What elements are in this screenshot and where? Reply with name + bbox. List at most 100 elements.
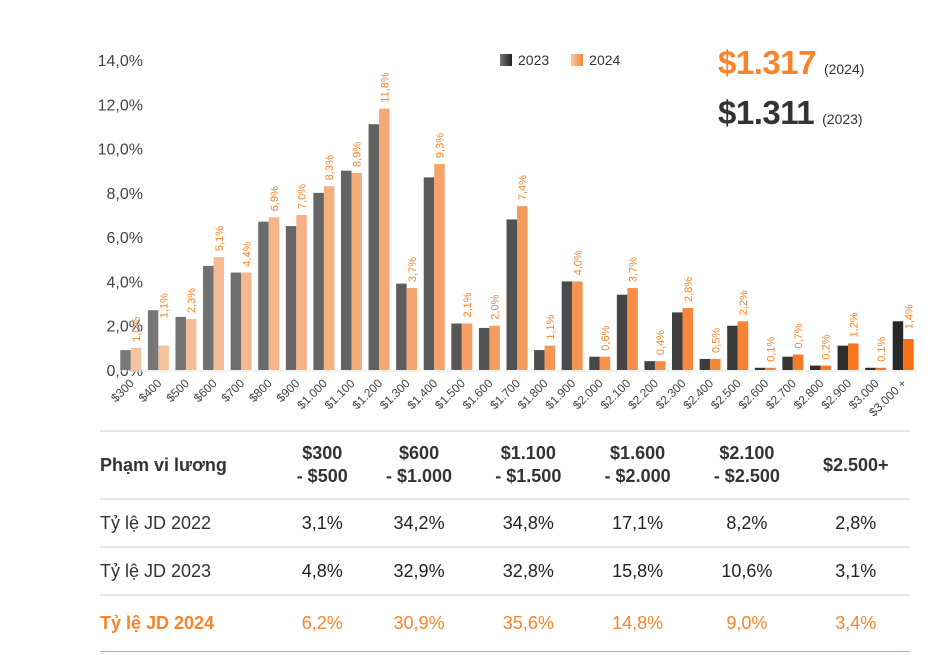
y-tick-label: 12,0% <box>98 97 143 114</box>
table-cell: 6,2% <box>301 612 343 633</box>
bar-2023 <box>534 350 545 370</box>
bar-2024 <box>654 361 666 370</box>
data-label-2024: 1,2% <box>848 312 860 337</box>
bar-2023 <box>147 310 159 370</box>
bar-2024 <box>213 257 225 370</box>
x-tick-label: $300 <box>108 376 137 405</box>
row-label: Tỷ lệ JD 2024 <box>100 612 215 633</box>
bar-2024 <box>848 343 859 370</box>
table-cell: 35,6% <box>502 612 554 633</box>
bar-2024 <box>682 308 694 370</box>
bar-2024 <box>323 186 335 370</box>
header-range: $1.100 - $1.500 <box>474 431 583 499</box>
data-label-2024: 0,6% <box>600 325 612 350</box>
data-label-2024: 1,0% <box>131 317 143 342</box>
bar-2023 <box>809 365 821 370</box>
bar-2024 <box>737 321 749 370</box>
bar-2023 <box>727 325 738 370</box>
x-axis: $300$400$500$600$700$800$900$1.000$1.100… <box>108 376 909 419</box>
kpi-average-2024: $1.317 (2024) <box>718 44 864 82</box>
table-cell: 15,8% <box>612 560 664 581</box>
bar-2023 <box>865 367 876 370</box>
data-label-2024: 3,7% <box>407 257 419 282</box>
bar-2024 <box>241 272 252 370</box>
bar-2024 <box>903 339 914 370</box>
x-tick-label: $2.600 <box>736 376 772 412</box>
data-label-2024: 1,1% <box>545 314 557 339</box>
y-tick-label: 10,0% <box>98 142 143 159</box>
bar-2023 <box>368 124 380 370</box>
bar-2024 <box>544 345 556 370</box>
data-label-2024: 1,1% <box>159 293 171 318</box>
bar-2024 <box>765 367 776 370</box>
header-line: $600 <box>399 443 440 463</box>
x-tick-label: $800 <box>246 376 275 405</box>
bar-2024 <box>710 358 721 370</box>
x-tick-label: $2.000 <box>570 376 606 412</box>
header-line: $2.100 <box>719 443 775 463</box>
bar-2024 <box>792 354 804 370</box>
bar-2023 <box>478 327 490 370</box>
y-tick-label: 4,0% <box>107 274 143 291</box>
header-range: $2.500+ <box>801 431 910 499</box>
header-line: $300 <box>302 443 343 463</box>
x-tick-label: $600 <box>191 376 220 405</box>
data-label-2024: 0,5% <box>710 328 722 353</box>
bar-2023 <box>892 321 904 370</box>
kpi-average-2023: $1.311 (2023) <box>718 94 863 132</box>
header-line: - $1.500 <box>495 466 562 486</box>
x-tick-label: $700 <box>218 376 247 405</box>
bar-2023 <box>589 356 600 370</box>
data-label-2024: 0,1% <box>876 336 888 361</box>
legend-label-2024: 2024 <box>589 52 621 68</box>
x-tick-label: $1.800 <box>515 376 551 412</box>
bar-2023 <box>175 316 186 370</box>
table-row-2023: Tỷ lệ JD 2023 4,8% 32,9% 32,8% 15,8% 10,… <box>100 547 910 595</box>
x-tick-label: $500 <box>163 376 192 405</box>
table-cell: 34,8% <box>502 512 554 533</box>
data-labels: 1,0% 1,1% 2,3% 5,1% 4,4% 6,9% 7,0% 8,3% 8,9% 11,8… <box>131 72 915 362</box>
table-row-2022: Tỷ lệ JD 2022 3,1% 34,2% 34,8% 17,1% 8,2… <box>100 499 910 547</box>
kpi-year-2023: (2023) <box>822 111 863 127</box>
bar-2024 <box>489 325 500 370</box>
table-cell: 4,8% <box>301 560 343 581</box>
bar-2023 <box>230 272 242 370</box>
y-tick-label: 8,0% <box>107 186 143 203</box>
bar-2023 <box>258 221 269 370</box>
data-label-2024: 8,9% <box>352 142 364 167</box>
bar-2023 <box>616 294 628 370</box>
header-line: $1.100 <box>500 443 556 463</box>
table-cell: 14,8% <box>612 612 664 633</box>
bar-2023 <box>451 323 462 370</box>
table-cell: 9,0% <box>726 612 768 633</box>
bar-2024 <box>461 323 473 370</box>
bar-2023 <box>644 361 655 370</box>
x-tick-label: $2.400 <box>680 376 716 412</box>
bar-2023 <box>120 350 131 370</box>
table-cell: 2,8% <box>835 512 877 533</box>
legend-swatch-2024 <box>571 54 584 66</box>
table-cell: 17,1% <box>612 512 664 533</box>
legend-label-2023: 2023 <box>518 52 550 68</box>
legend: 2023 2024 <box>500 52 620 68</box>
data-label-2024: 0,1% <box>766 336 778 361</box>
bar-2023 <box>203 265 214 370</box>
data-label-2024: 2,0% <box>490 294 502 319</box>
table-cell: 10,6% <box>721 560 773 581</box>
table-cell: 8,2% <box>726 512 768 533</box>
data-label-2024: 9,3% <box>434 133 446 158</box>
data-label-2024: 2,8% <box>683 277 695 302</box>
bar-2023 <box>285 226 297 370</box>
table-row-2024: Tỷ lệ JD 2024 6,2% 30,9% 35,6% 14,8% 9,0… <box>100 595 910 651</box>
bar-2024 <box>130 347 142 370</box>
data-label-2024: 1,4% <box>903 304 915 329</box>
bar-2023 <box>340 170 352 370</box>
row-label: Tỷ lệ JD 2022 <box>100 512 212 533</box>
x-tick-label: $1.600 <box>460 376 496 412</box>
y-axis: 0,0%2,0%4,0%6,0%8,0%10,0%12,0%14,0% <box>98 53 917 380</box>
y-tick-label: 14,0% <box>98 53 143 70</box>
header-line: - $1.000 <box>386 466 453 486</box>
bar-2024 <box>296 215 307 370</box>
table-cell: 3,1% <box>835 560 877 581</box>
table-cell: 3,4% <box>835 612 877 633</box>
